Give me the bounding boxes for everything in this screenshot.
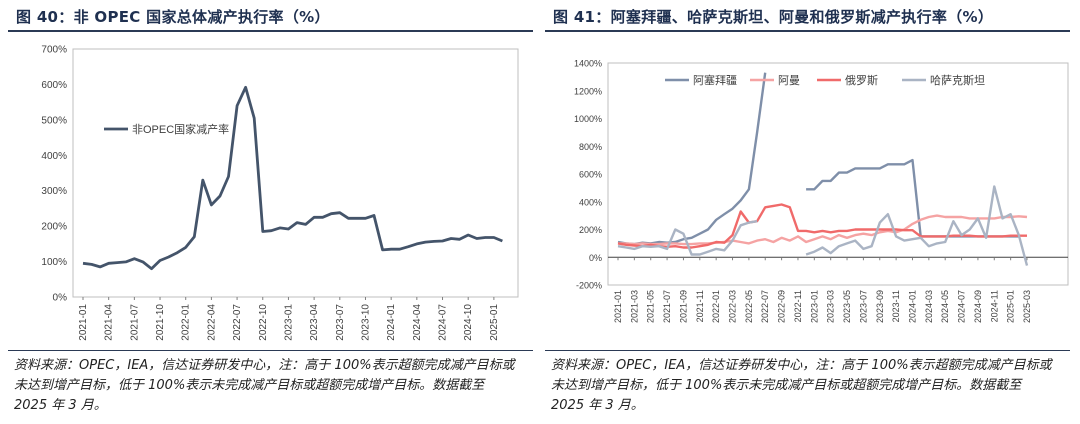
x-tick-label: 2024-01 (386, 304, 397, 341)
x-tick-label: 2023-07 (335, 304, 346, 341)
x-tick-label: 2022-09 (777, 290, 787, 323)
y-tick-label: 200% (41, 222, 67, 233)
y-tick-label: 700% (41, 45, 67, 56)
left-line-chart: 0% 100% 200% 300% 400% 500% 600% 700% 2021-01 202… (41, 45, 519, 341)
y-tick-label: 300% (41, 186, 67, 197)
plot-frame (607, 62, 1069, 286)
x-tick-label: 2023-01 (809, 290, 819, 323)
x-tick-label: 2021-11 (695, 290, 705, 322)
x-tick-label: 2025-01 (1006, 290, 1016, 323)
x-tick-label: 2025-01 (489, 304, 500, 341)
x-tick-label: 2022-01 (711, 290, 721, 323)
left-figure: 图 40：非 OPEC 国家总体减产执行率（%） 0% 100% 200% 300% 4… (8, 0, 538, 424)
x-tick-label: 2022-10 (258, 304, 269, 341)
y-tick-label: 500% (41, 115, 67, 126)
x-tick-label: 2021-07 (662, 290, 672, 323)
legend-label-4: 哈萨克斯坦 (930, 73, 985, 87)
right-figure-title: 图 41：阿塞拜疆、哈萨克斯坦、阿曼和俄罗斯减产执行率（%） (553, 8, 994, 26)
left-source-rule (8, 350, 533, 351)
x-tick-label: 2021-05 (646, 290, 656, 323)
x-tick-label: 2024-11 (989, 290, 999, 322)
y-tick-label: -200% (576, 281, 602, 291)
y-tick-label: 600% (41, 80, 67, 91)
y-tick-label: 0% (53, 293, 68, 304)
x-tick-label: 2021-01 (613, 290, 623, 323)
x-tick-label: 2023-01 (283, 304, 294, 341)
x-tick-label: 2023-07 (858, 290, 868, 323)
left-title-rule (8, 30, 533, 32)
x-tick-label: 2023-03 (826, 290, 836, 323)
legend-label-3: 俄罗斯 (845, 74, 878, 87)
y-tick-label: 100% (41, 257, 67, 268)
x-tick-label: 2024-04 (412, 304, 423, 341)
x-tick-label: 2022-04 (206, 304, 217, 341)
legend-label-2: 阿曼 (778, 74, 800, 87)
right-figure: 图 41：阿塞拜疆、哈萨克斯坦、阿曼和俄罗斯减产执行率（%） -200% 0% 20… (545, 0, 1075, 424)
legend-label-1: 非OPEC国家减产率 (132, 122, 229, 136)
x-tick-label: 2023-11 (891, 290, 901, 322)
y-tick-label: 200% (579, 225, 602, 235)
x-tick-label: 2023-05 (842, 290, 852, 323)
series-line-1 (617, 72, 1019, 246)
x-tick-label: 2022-11 (793, 290, 803, 322)
x-tick-label: 2021-09 (678, 290, 688, 323)
series-line-2 (618, 214, 1028, 246)
y-tick-label: 400% (579, 197, 602, 207)
x-tick-label: 2021-10 (155, 304, 166, 341)
y-tick-label: 1200% (574, 86, 602, 96)
left-source-note: 资料来源：OPEC，IEA，信达证券研发中心，注：高于 100%表示超额完成减产… (14, 358, 515, 413)
x-tick-label: 2022-05 (744, 290, 754, 323)
y-tick-label: 600% (579, 170, 602, 180)
x-tick-label: 2022-01 (181, 304, 192, 341)
y-tick-label: 1000% (574, 114, 602, 124)
x-tick-label: 2024-01 (907, 290, 917, 323)
series-line-4 (617, 185, 1029, 266)
x-tick-label: 2024-10 (463, 304, 474, 341)
right-line-chart: -200% 0% 200% 400% 600% 800% 1000% 1200% 1400% 20… (574, 59, 1069, 323)
x-tick-label: 2022-03 (728, 290, 738, 323)
x-tick-label: 2022-07 (232, 304, 243, 341)
x-tick-label: 2023-09 (875, 290, 885, 323)
x-tick-label: 2021-03 (629, 290, 639, 323)
x-tick-label: 2022-07 (760, 290, 770, 323)
y-tick-label: 800% (579, 142, 602, 152)
right-source-note: 资料来源：OPEC，IEA，信达证券研发中心，注：高于 100%表示超额完成减产… (551, 358, 1052, 413)
x-tick-label: 2021-07 (129, 304, 140, 341)
series-line-1 (82, 85, 503, 271)
x-tick-label: 2024-07 (957, 290, 967, 323)
x-tick-label: 2023-04 (309, 304, 320, 341)
x-tick-label: 2024-09 (973, 290, 983, 323)
y-tick-label: 0% (589, 253, 602, 263)
series-line-3 (617, 203, 1027, 249)
right-title-rule (545, 30, 1070, 32)
right-source-rule (545, 350, 1070, 351)
y-tick-label: 400% (41, 151, 67, 162)
x-tick-label: 2021-01 (78, 304, 89, 341)
x-tick-label: 2024-07 (438, 304, 449, 341)
y-tick-label: 1400% (574, 59, 602, 69)
x-tick-label: 2024-05 (940, 290, 950, 323)
legend-label-1: 阿塞拜疆 (693, 73, 737, 87)
x-tick-label: 2021-04 (104, 304, 115, 341)
left-figure-title: 图 40：非 OPEC 国家总体减产执行率（%） (16, 8, 330, 26)
x-tick-label: 2025-03 (1022, 290, 1032, 323)
x-tick-label: 2024-03 (924, 290, 934, 323)
x-tick-label: 2023-10 (360, 304, 371, 341)
